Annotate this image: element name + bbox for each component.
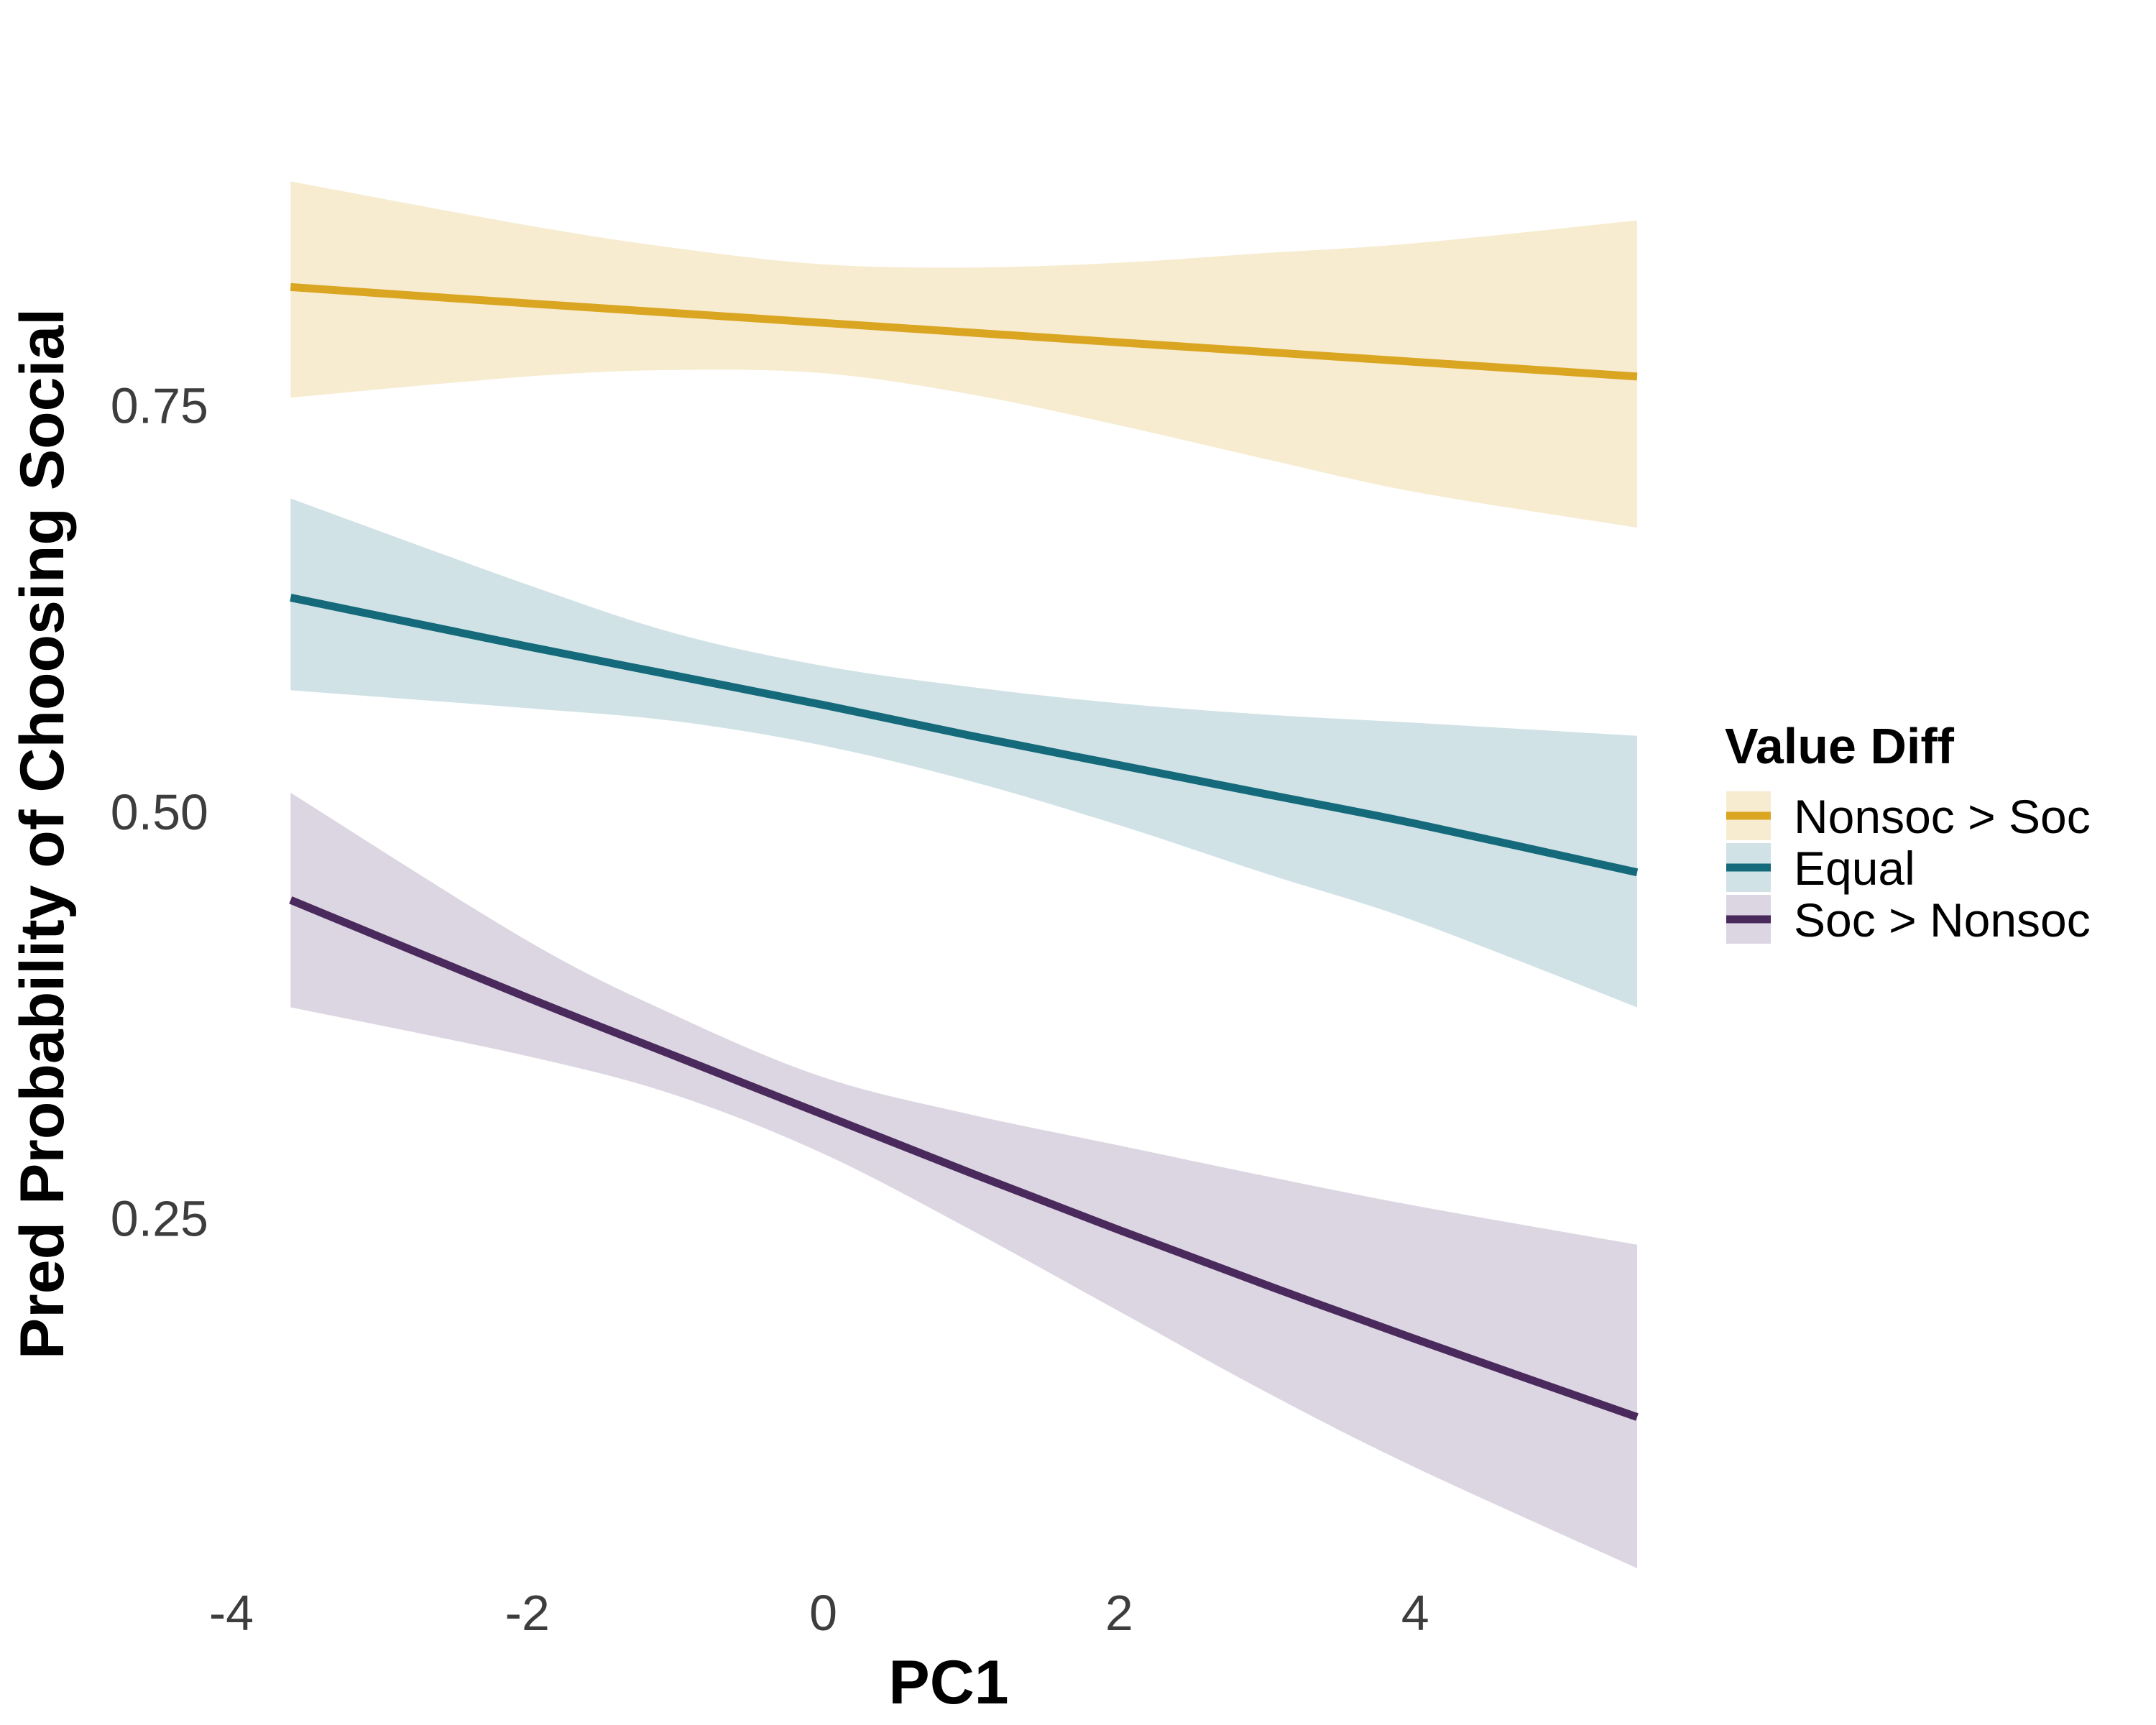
confidence-band-soc-nonsoc	[290, 792, 1637, 1568]
legend-item-nonsoc-soc: Nonsoc > Soc	[1726, 790, 2091, 843]
series-line-nonsoc-soc	[290, 282, 1638, 381]
legend-label: Soc > Nonsoc	[1794, 893, 2091, 947]
confidence-band-equal	[290, 498, 1637, 1008]
legend-title: Value Diff	[1725, 718, 1955, 774]
x-tick-label: -2	[505, 1585, 550, 1641]
confidence-band-nonsoc-soc	[290, 181, 1637, 528]
x-axis-title: PC1	[888, 1648, 1008, 1717]
y-axis-ticks: 0.25 0.50 0.75	[111, 378, 208, 1247]
legend-label: Nonsoc > Soc	[1794, 790, 2091, 843]
series-line-soc-nonsoc	[289, 896, 1639, 1421]
x-tick-label: 2	[1105, 1585, 1133, 1641]
series-lines	[289, 282, 1639, 1421]
y-tick-label: 0.75	[111, 378, 208, 434]
series-line-equal	[290, 594, 1639, 877]
legend-item-soc-nonsoc: Soc > Nonsoc	[1726, 893, 2091, 947]
x-tick-label: -4	[209, 1585, 254, 1641]
x-axis-ticks: -4 -2 0 2 4	[209, 1585, 1429, 1641]
legend-label: Equal	[1794, 842, 1915, 895]
y-axis-title: Pred Probability of Choosing Social	[8, 308, 77, 1359]
x-tick-label: 0	[809, 1585, 837, 1641]
confidence-bands	[290, 181, 1637, 1568]
y-tick-label: 0.50	[111, 784, 208, 840]
x-tick-label: 4	[1401, 1585, 1429, 1641]
y-tick-label: 0.25	[111, 1191, 208, 1247]
legend-item-equal: Equal	[1726, 842, 1915, 895]
